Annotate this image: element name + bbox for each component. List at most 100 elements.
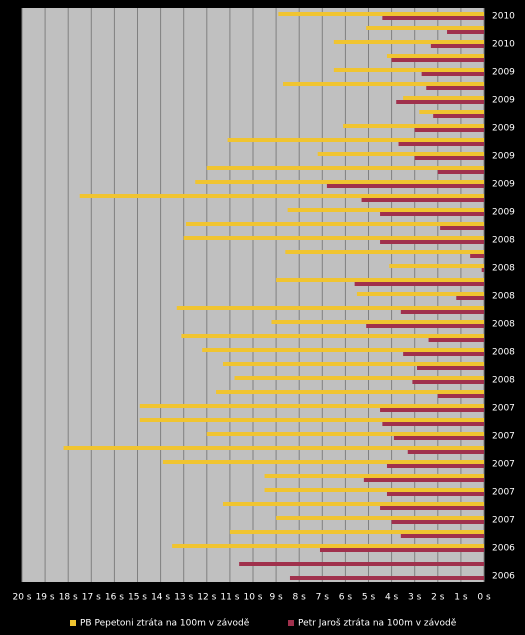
bar (79, 194, 484, 198)
bar (186, 222, 484, 226)
x-tick-label: 18 s (59, 593, 78, 603)
bar (319, 548, 484, 552)
y-tick-label: 2007 (492, 488, 515, 498)
bar (386, 492, 484, 496)
bar (234, 376, 484, 380)
x-tick-label: 13 s (174, 593, 193, 603)
bar (391, 520, 484, 524)
bar (400, 534, 484, 538)
bar (276, 516, 484, 520)
bar (278, 12, 484, 16)
x-tick-label: 5 s (362, 593, 376, 603)
bar (326, 184, 484, 188)
y-tick-label: 2008 (492, 292, 515, 302)
bar (421, 72, 484, 76)
bar (389, 264, 484, 268)
x-tick-label: 1 s (454, 593, 468, 603)
bar (470, 254, 484, 258)
bar (417, 366, 484, 370)
bar (63, 446, 484, 450)
bar (222, 362, 484, 366)
x-tick-label: 3 s (408, 593, 422, 603)
bar (437, 170, 484, 174)
bar (398, 142, 484, 146)
y-tick-label: 2009 (492, 152, 515, 162)
bar (172, 544, 484, 548)
bar (285, 250, 484, 254)
bar (176, 306, 484, 310)
y-tick-label: 2010 (492, 12, 515, 22)
bar (183, 236, 484, 240)
bar (382, 422, 484, 426)
y-tick-label: 2009 (492, 96, 515, 106)
x-tick-label: 4 s (385, 593, 399, 603)
bar (287, 208, 484, 212)
bar (181, 334, 484, 338)
x-tick-label: 16 s (105, 593, 124, 603)
bar (227, 138, 484, 142)
bar (447, 30, 484, 34)
x-tick-label: 2 s (431, 593, 445, 603)
bar (271, 320, 484, 324)
x-tick-label: 19 s (36, 593, 55, 603)
y-tick-label: 2008 (492, 348, 515, 358)
bar (363, 478, 484, 482)
bar (264, 488, 484, 492)
y-tick-label: 2008 (492, 320, 515, 330)
x-tick-label: 14 s (151, 593, 170, 603)
bar (354, 282, 484, 286)
bar (426, 86, 484, 90)
x-tick-label: 6 s (339, 593, 353, 603)
x-tick-label: 0 s (477, 593, 491, 603)
y-tick-label: 2009 (492, 68, 515, 78)
bar (222, 502, 484, 506)
bar (139, 404, 484, 408)
bar (396, 100, 484, 104)
bar (289, 576, 484, 580)
y-tick-label: 2008 (492, 236, 515, 246)
y-tick-label: 2007 (492, 404, 515, 414)
bar (276, 278, 484, 282)
bar (195, 180, 484, 184)
bar (361, 198, 484, 202)
bar (333, 40, 484, 44)
x-tick-label: 11 s (220, 593, 239, 603)
bar (391, 58, 484, 62)
bar (428, 338, 484, 342)
x-tick-label: 20 s (12, 593, 31, 603)
y-tick-label: 2008 (492, 376, 515, 386)
legend-swatch (288, 620, 294, 626)
bar (139, 418, 484, 422)
y-tick-label: 2009 (492, 208, 515, 218)
bar (481, 268, 484, 272)
bar (206, 166, 485, 170)
x-tick-label: 15 s (128, 593, 147, 603)
bar (414, 128, 484, 132)
y-tick-label: 2007 (492, 432, 515, 442)
y-tick-label: 2007 (492, 516, 515, 526)
bar (317, 152, 484, 156)
bar (283, 82, 484, 86)
bar (412, 380, 484, 384)
bar (162, 460, 484, 464)
bar (229, 530, 484, 534)
bar (403, 96, 484, 100)
bar (380, 240, 484, 244)
y-tick-label: 2009 (492, 180, 515, 190)
bar (356, 292, 484, 296)
bar (333, 68, 484, 72)
legend-swatch (70, 620, 76, 626)
x-tick-label: 7 s (316, 593, 330, 603)
bar (202, 348, 484, 352)
bar (386, 54, 484, 58)
x-tick-label: 10 s (243, 593, 262, 603)
legend-label: Petr Jaroš ztráta na 100m v závodě (298, 618, 457, 629)
x-tick-label: 8 s (293, 593, 307, 603)
y-tick-label: 2006 (492, 544, 515, 554)
bar (386, 464, 484, 468)
bar (380, 212, 484, 216)
bar (407, 450, 484, 454)
bar (456, 296, 484, 300)
bar (433, 114, 484, 118)
